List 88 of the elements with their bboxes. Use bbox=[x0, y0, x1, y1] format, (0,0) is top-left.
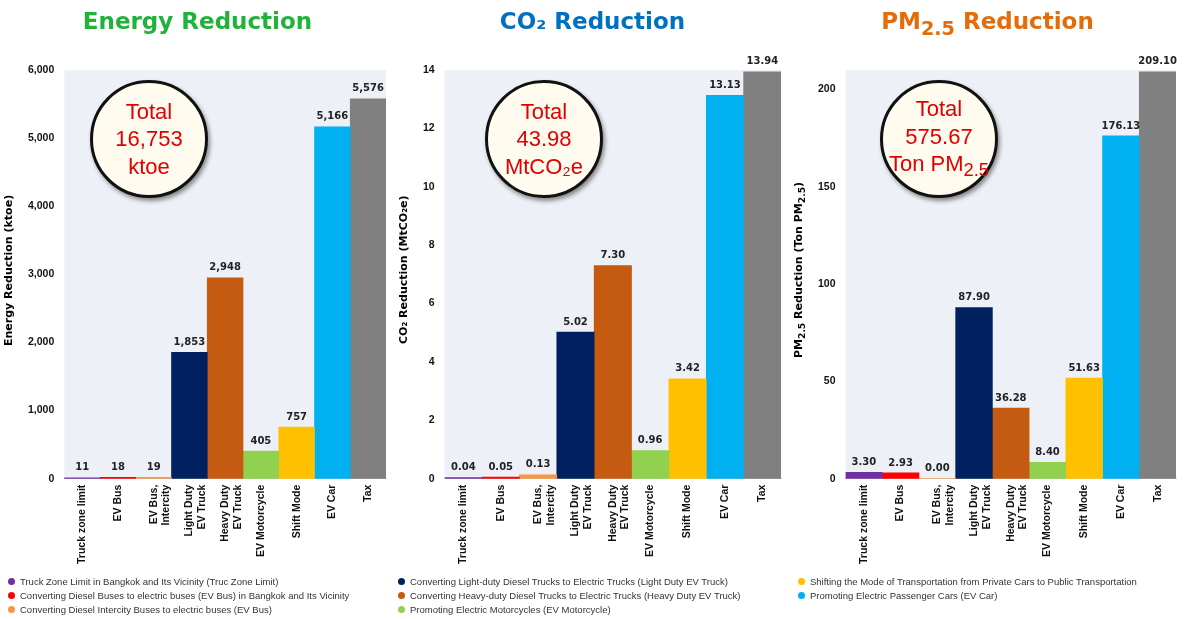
data-label: 13.13 bbox=[709, 78, 741, 90]
y-tick-label: 14 bbox=[422, 62, 435, 75]
data-label: 0.13 bbox=[525, 458, 551, 470]
y-tick-label: 3,000 bbox=[27, 267, 55, 280]
x-tick-label: Tax bbox=[361, 484, 374, 502]
legend-label: Converting Light-duty Diesel Trucks to Electric Trucks (Light Duty EV Truck) bbox=[410, 575, 728, 587]
x-tick-label: EV Motorcycle bbox=[643, 484, 656, 558]
y-tick-label: 0 bbox=[428, 471, 435, 484]
data-label: 209.10 bbox=[1138, 55, 1177, 67]
x-tick-label: EV Bus, Intercity bbox=[930, 484, 955, 526]
data-label: 2.93 bbox=[888, 456, 913, 468]
x-tick-label: EV Bus, Intercity bbox=[530, 484, 556, 526]
data-label: 5,166 bbox=[316, 110, 349, 122]
legend-label: Converting Diesel Intercity Buses to electric buses (EV Bus) bbox=[20, 603, 272, 615]
y-tick-label: 100 bbox=[817, 276, 836, 289]
x-tick-label: Truck zone limit bbox=[856, 484, 869, 565]
x-tick-label: EV Car bbox=[717, 484, 730, 520]
x-tick-label: Shift Mode bbox=[1077, 484, 1090, 539]
data-label: 5,576 bbox=[352, 82, 384, 94]
x-tick-label: Shift Mode bbox=[289, 484, 302, 539]
y-tick-label: 4 bbox=[428, 354, 435, 367]
annotation: Total 16,753 ktoe bbox=[115, 97, 183, 181]
x-tick-label: Truck zone limit bbox=[75, 484, 88, 565]
x-tick-label: Tax bbox=[1150, 484, 1163, 502]
y-axis-title: Energy Reduction (ktoe) bbox=[2, 194, 15, 346]
x-tick-label: EV Bus bbox=[110, 484, 123, 522]
data-label: 0.05 bbox=[488, 460, 514, 472]
data-label: 19 bbox=[146, 460, 161, 472]
x-tick-label: EV Motorcycle bbox=[253, 484, 266, 558]
data-label: 11 bbox=[75, 461, 90, 473]
y-tick-label: 12 bbox=[422, 121, 435, 134]
data-label: 18 bbox=[110, 461, 125, 473]
annotation: Total 43.98 MtCO₂e bbox=[504, 97, 584, 181]
data-label: 1,853 bbox=[173, 336, 206, 348]
y-tick-label: 2 bbox=[428, 413, 435, 426]
y-tick-label: 8 bbox=[428, 238, 435, 251]
x-tick-label: EV Bus, Intercity bbox=[146, 484, 172, 526]
x-tick-label: Heavy Duty EV Truck bbox=[605, 484, 631, 542]
y-tick-label: 5,000 bbox=[27, 131, 55, 143]
legend-label: Converting Diesel Buses to electric buses (EV Bus) in Bangkok and Its Vicinity bbox=[20, 589, 350, 601]
legend-label: Promoting Electric Motorcycles (EV Motorcycle) bbox=[410, 603, 611, 615]
x-tick-label: Light Duty EV Truck bbox=[182, 484, 207, 537]
y-tick-label: 0 bbox=[829, 471, 836, 484]
y-tick-label: 0 bbox=[48, 471, 55, 484]
data-label: 36.28 bbox=[994, 391, 1027, 403]
x-tick-label: Heavy Duty EV Truck bbox=[218, 484, 243, 542]
data-label: 757 bbox=[286, 410, 308, 422]
data-label: 51.63 bbox=[1068, 361, 1101, 373]
data-label: 405 bbox=[250, 434, 272, 446]
data-label: 7.30 bbox=[600, 249, 626, 261]
y-tick-label: 4,000 bbox=[27, 199, 55, 212]
data-label: 0.96 bbox=[637, 434, 663, 446]
data-label: 0.00 bbox=[924, 462, 950, 474]
x-tick-label: EV Bus bbox=[893, 484, 906, 522]
data-label: 5.02 bbox=[563, 315, 588, 327]
y-tick-label: 2,000 bbox=[27, 335, 55, 348]
y-tick-label: 150 bbox=[817, 179, 836, 192]
x-tick-label: Shift Mode bbox=[680, 484, 693, 539]
chart-title: CO₂ Reduction bbox=[498, 8, 687, 34]
x-tick-label: EV Car bbox=[325, 484, 338, 520]
x-tick-label: Light Duty EV Truck bbox=[568, 484, 593, 537]
legend-label: Converting Heavy-duty Diesel Trucks to Electric Trucks (Heavy Duty EV Truck) bbox=[410, 589, 741, 601]
y-tick-label: 6,000 bbox=[27, 62, 55, 75]
data-label: 3.42 bbox=[675, 362, 700, 374]
chart-title: PM$_{2.5}$ Reduction bbox=[880, 8, 1095, 40]
data-label: 3.30 bbox=[851, 455, 877, 467]
y-tick-label: 10 bbox=[422, 179, 435, 192]
data-label: 0.04 bbox=[451, 461, 476, 473]
y-axis-title: CO₂ Reduction (MtCO₂e) bbox=[397, 195, 410, 344]
x-tick-label: Tax bbox=[755, 484, 768, 502]
legend-label: Promoting Electric Passenger Cars (EV Car) bbox=[810, 589, 998, 601]
data-label: 13.94 bbox=[746, 55, 779, 67]
x-tick-label: Heavy Duty EV Truck bbox=[1003, 484, 1029, 542]
data-label: 8.40 bbox=[1035, 445, 1060, 457]
legend-label: Shifting the Mode of Transportation from Private Cars to Public Transportation bbox=[810, 575, 1137, 587]
y-tick-label: 6 bbox=[428, 296, 435, 309]
x-tick-label: EV Car bbox=[1113, 484, 1126, 520]
legend-label: Truck Zone Limit in Bangkok and Its Vicinity (Truc Zone Limit) bbox=[20, 575, 279, 587]
x-tick-label: Truck zone limit bbox=[456, 484, 469, 565]
y-tick-label: 50 bbox=[823, 374, 836, 387]
x-tick-label: EV Bus bbox=[493, 484, 506, 522]
x-tick-label: EV Motorcycle bbox=[1040, 484, 1053, 558]
data-label: 87.90 bbox=[958, 291, 990, 303]
chart-title: Energy Reduction bbox=[81, 8, 314, 34]
y-tick-label: 200 bbox=[817, 82, 836, 95]
y-tick-label: 1,000 bbox=[27, 403, 55, 416]
data-label: 2,948 bbox=[209, 261, 241, 273]
x-tick-label: Light Duty EV Truck bbox=[966, 484, 992, 537]
